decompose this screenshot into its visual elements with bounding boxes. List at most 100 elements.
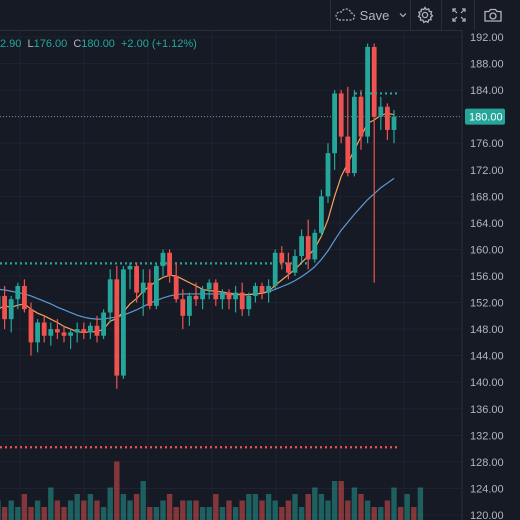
price-tick-label: 152.00 — [470, 298, 504, 310]
low-key: L — [27, 38, 34, 50]
candle-body — [160, 252, 166, 267]
volume-bar — [153, 507, 160, 520]
volume-bar — [193, 500, 199, 520]
price-tick-label: 128.00 — [470, 457, 504, 469]
last-price-tag-bg — [465, 108, 505, 125]
chart-toolbar: Save — [0, 0, 520, 31]
candle — [173, 262, 179, 303]
candle — [88, 322, 93, 340]
candle-body — [154, 266, 159, 306]
close-value: 180.00 — [81, 38, 115, 50]
candle-body — [88, 325, 93, 333]
screenshot-button[interactable] — [480, 0, 506, 30]
toolbar-divider — [410, 0, 411, 30]
volume-bar — [160, 500, 166, 520]
volume-bar — [397, 507, 404, 520]
candle — [160, 249, 166, 276]
candle-body — [233, 292, 238, 300]
volume-bar — [107, 487, 113, 520]
candle-body — [107, 279, 113, 313]
volume-bar — [140, 481, 146, 520]
candle — [305, 219, 311, 270]
camera-icon — [484, 8, 502, 22]
save-button[interactable]: Save — [333, 0, 409, 30]
toolbar-divider — [474, 0, 475, 30]
candle-body — [180, 299, 186, 316]
price-tick-label: 136.00 — [470, 404, 504, 416]
fullscreen-icon — [452, 8, 466, 22]
price-tick-label: 176.00 — [470, 138, 504, 150]
candle-body — [246, 295, 252, 310]
candle-body — [187, 295, 192, 316]
volume-bar — [279, 507, 285, 520]
candle — [2, 285, 7, 330]
candle — [107, 269, 113, 323]
candle — [272, 249, 278, 290]
candle-body — [259, 285, 265, 293]
chevron-down-icon[interactable] — [398, 11, 408, 19]
candle-body — [338, 93, 344, 137]
candle — [8, 295, 14, 333]
last-price-tag-text: 180.00 — [469, 112, 503, 124]
candle-body — [41, 322, 47, 336]
volume-bar — [28, 507, 34, 520]
volume-bar — [41, 507, 47, 520]
candle-body — [147, 282, 153, 306]
candle-body — [127, 266, 133, 270]
candle — [114, 266, 120, 389]
price-tick-label: 160.00 — [470, 244, 504, 256]
low-value: 176.00 — [33, 38, 68, 50]
price-axis[interactable]: 192.00 188.00 184.00 180.00 176.00 172.00 168.… — [461, 30, 520, 520]
volume-bar — [252, 494, 259, 520]
candle — [167, 249, 172, 283]
candle — [345, 86, 351, 177]
candle-body — [68, 332, 73, 336]
volume-bar — [411, 507, 417, 520]
candle — [338, 90, 344, 144]
candle — [187, 292, 192, 326]
candle — [206, 279, 212, 300]
volume-bar — [285, 500, 292, 520]
candlestick-series — [0, 43, 397, 389]
candle-body — [15, 285, 21, 300]
save-label: Save — [359, 7, 390, 23]
price-tick-label: 124.00 — [470, 483, 504, 495]
close-key: C — [73, 38, 82, 50]
candle — [147, 269, 153, 310]
price-tick-label: 156.00 — [470, 271, 504, 283]
candle — [279, 246, 285, 270]
volume-bar — [147, 507, 153, 520]
candle — [378, 96, 384, 130]
price-tick-label: 168.00 — [470, 191, 504, 203]
price-tick-label: 192.00 — [470, 32, 504, 44]
candle — [325, 143, 331, 203]
volume-bar — [180, 500, 186, 520]
fullscreen-button[interactable] — [447, 0, 471, 30]
toolbar-divider — [330, 0, 331, 30]
settings-button[interactable] — [412, 0, 438, 30]
candle — [391, 110, 397, 144]
candle — [127, 262, 133, 290]
candle — [385, 103, 390, 140]
price-chart[interactable]: 192.00 188.00 184.00 180.00 176.00 172.00 168.… — [0, 30, 520, 520]
volume-bar — [127, 500, 133, 520]
candle-body — [319, 196, 324, 233]
candle-body — [226, 292, 232, 300]
volume-bar — [358, 494, 364, 520]
candle — [365, 43, 370, 144]
volume-bar — [100, 507, 107, 520]
candle-body — [2, 295, 7, 320]
candle-body — [140, 282, 146, 293]
candle-body — [35, 322, 40, 343]
price-tick-label: 148.00 — [470, 324, 504, 336]
volume-bar — [54, 500, 61, 520]
price-tick-label: 184.00 — [470, 85, 504, 97]
volume-bar — [298, 507, 305, 520]
candle-body — [272, 252, 278, 286]
candle — [48, 322, 54, 346]
volume-bar — [173, 507, 179, 520]
volume-bar — [213, 494, 219, 520]
candle — [81, 322, 87, 340]
candle-body — [101, 312, 106, 336]
candle — [94, 315, 100, 343]
